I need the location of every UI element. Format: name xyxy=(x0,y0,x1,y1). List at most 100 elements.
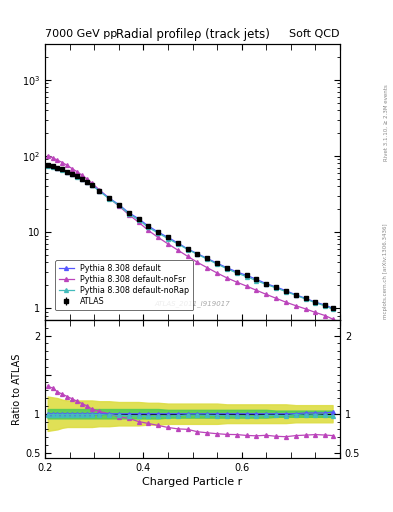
Text: Rivet 3.1.10, ≥ 2.3M events: Rivet 3.1.10, ≥ 2.3M events xyxy=(384,84,388,161)
Pythia 8.308 default xyxy=(127,209,131,216)
Pythia 8.308 default xyxy=(116,202,121,208)
Pythia 8.308 default-noFsr xyxy=(70,166,75,172)
Pythia 8.308 default-noRap xyxy=(136,217,141,223)
Pythia 8.308 default-noFsr xyxy=(90,180,94,186)
Pythia 8.308 default-noRap xyxy=(234,270,239,276)
Pythia 8.308 default xyxy=(97,187,101,194)
Pythia 8.308 default-noRap xyxy=(156,230,161,236)
Pythia 8.308 default-noRap xyxy=(264,282,269,288)
Pythia 8.308 default xyxy=(70,171,75,177)
Line: Pythia 8.308 default: Pythia 8.308 default xyxy=(46,163,334,310)
Pythia 8.308 default-noFsr xyxy=(195,259,200,265)
Pythia 8.308 default-noRap xyxy=(65,169,70,175)
Pythia 8.308 default-noFsr xyxy=(156,234,161,241)
Pythia 8.308 default xyxy=(75,173,79,179)
Pythia 8.308 default-noRap xyxy=(205,256,210,262)
Pythia 8.308 default-noFsr xyxy=(254,287,259,293)
Pythia 8.308 default-noRap xyxy=(116,202,121,208)
Pythia 8.308 default-noRap xyxy=(146,224,151,230)
Pythia 8.308 default-noFsr xyxy=(127,211,131,218)
Pythia 8.308 default xyxy=(264,281,269,287)
Pythia 8.308 default-noFsr xyxy=(205,265,210,271)
Legend: Pythia 8.308 default, Pythia 8.308 default-noFsr, Pythia 8.308 default-noRap, AT: Pythia 8.308 default, Pythia 8.308 defau… xyxy=(55,260,193,310)
Pythia 8.308 default-noFsr xyxy=(293,303,298,309)
Pythia 8.308 default-noRap xyxy=(254,278,259,284)
Pythia 8.308 default-noRap xyxy=(97,188,101,194)
Pythia 8.308 default xyxy=(195,251,200,257)
Pythia 8.308 default xyxy=(284,288,288,294)
Pythia 8.308 default xyxy=(166,234,171,241)
Pythia 8.308 default xyxy=(55,165,60,171)
Pythia 8.308 default-noRap xyxy=(313,300,318,306)
Y-axis label: Ratio to ATLAS: Ratio to ATLAS xyxy=(12,353,22,425)
Pythia 8.308 default xyxy=(185,246,190,252)
Pythia 8.308 default xyxy=(60,166,65,172)
Pythia 8.308 default-noFsr xyxy=(225,275,230,281)
Pythia 8.308 default xyxy=(234,269,239,275)
Pythia 8.308 default xyxy=(215,260,219,266)
Pythia 8.308 default xyxy=(156,229,161,235)
Pythia 8.308 default-noFsr xyxy=(136,219,141,225)
Pythia 8.308 default-noRap xyxy=(330,306,335,312)
Pythia 8.308 default-noFsr xyxy=(303,306,308,312)
Pythia 8.308 default xyxy=(330,305,335,311)
Pythia 8.308 default xyxy=(176,240,180,246)
Pythia 8.308 default-noRap xyxy=(303,296,308,302)
Pythia 8.308 default-noRap xyxy=(274,285,278,291)
Pythia 8.308 default-noFsr xyxy=(244,283,249,289)
Pythia 8.308 default-noFsr xyxy=(330,316,335,322)
Pythia 8.308 default-noRap xyxy=(50,164,55,170)
Pythia 8.308 default xyxy=(65,168,70,175)
Pythia 8.308 default-noRap xyxy=(195,251,200,258)
Pythia 8.308 default-noRap xyxy=(75,174,79,180)
Pythia 8.308 default xyxy=(146,223,151,229)
Pythia 8.308 default xyxy=(205,255,210,262)
Pythia 8.308 default-noRap xyxy=(215,261,219,267)
Pythia 8.308 default-noRap xyxy=(127,210,131,217)
Pythia 8.308 default xyxy=(136,216,141,222)
Pythia 8.308 default xyxy=(254,276,259,282)
Pythia 8.308 default-noRap xyxy=(293,292,298,298)
Pythia 8.308 default-noRap xyxy=(284,289,288,295)
Pythia 8.308 default-noFsr xyxy=(274,295,278,302)
Pythia 8.308 default-noFsr xyxy=(215,270,219,276)
Line: Pythia 8.308 default-noRap: Pythia 8.308 default-noRap xyxy=(46,164,334,311)
Pythia 8.308 default-noRap xyxy=(107,196,112,202)
Pythia 8.308 default-noFsr xyxy=(45,153,50,159)
Text: ATLAS_2011_I919017: ATLAS_2011_I919017 xyxy=(155,300,230,307)
Pythia 8.308 default xyxy=(293,292,298,298)
Pythia 8.308 default-noFsr xyxy=(80,172,84,178)
Pythia 8.308 default xyxy=(313,299,318,305)
Pythia 8.308 default-noRap xyxy=(166,236,171,242)
Pythia 8.308 default-noRap xyxy=(244,273,249,280)
Pythia 8.308 default-noRap xyxy=(90,182,94,188)
Pythia 8.308 default-noFsr xyxy=(146,227,151,233)
Pythia 8.308 default-noFsr xyxy=(84,176,89,182)
Pythia 8.308 default xyxy=(90,182,94,188)
Pythia 8.308 default-noFsr xyxy=(116,203,121,209)
Pythia 8.308 default-noFsr xyxy=(323,312,328,318)
Pythia 8.308 default-noFsr xyxy=(284,299,288,305)
Pythia 8.308 default-noRap xyxy=(80,176,84,182)
Pythia 8.308 default xyxy=(50,163,55,169)
Pythia 8.308 default-noFsr xyxy=(60,159,65,165)
Pythia 8.308 default xyxy=(323,302,328,308)
Pythia 8.308 default xyxy=(80,176,84,182)
Pythia 8.308 default-noFsr xyxy=(234,279,239,285)
Pythia 8.308 default xyxy=(107,195,112,201)
Pythia 8.308 default-noRap xyxy=(84,179,89,185)
Pythia 8.308 default-noFsr xyxy=(75,168,79,175)
Pythia 8.308 default-noFsr xyxy=(50,155,55,161)
Pythia 8.308 default-noFsr xyxy=(313,309,318,315)
Pythia 8.308 default-noRap xyxy=(55,165,60,172)
Pythia 8.308 default-noFsr xyxy=(185,253,190,260)
Text: Soft QCD: Soft QCD xyxy=(290,29,340,39)
Pythia 8.308 default-noFsr xyxy=(55,157,60,163)
Pythia 8.308 default-noFsr xyxy=(264,291,269,297)
Pythia 8.308 default-noFsr xyxy=(65,162,70,168)
Pythia 8.308 default-noRap xyxy=(323,303,328,309)
Pythia 8.308 default-noRap xyxy=(225,266,230,272)
Pythia 8.308 default xyxy=(244,272,249,279)
Pythia 8.308 default-noFsr xyxy=(107,195,112,201)
Text: mcplots.cern.ch [arXiv:1306.3436]: mcplots.cern.ch [arXiv:1306.3436] xyxy=(384,224,388,319)
